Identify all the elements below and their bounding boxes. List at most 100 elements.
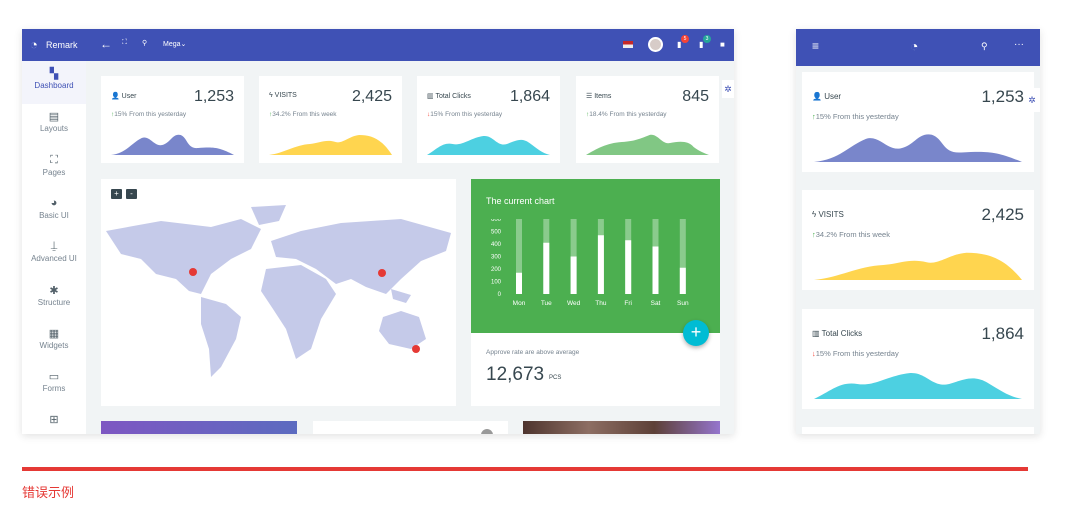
sidebar-item-forms[interactable]: ▭ Forms [22,364,86,407]
stat-card-total-clicks: ▥ Total Clicks 1,864 ↓15% From this yest… [417,76,560,163]
sidebar-item-label: Structure [37,297,71,307]
top-navbar: ◔ Remark ← ⛶ ⚲ Mega⌄ ▮ 5 ▮ 3 ■ [22,29,734,61]
layouts-icon: ▤ [48,111,60,124]
sparkline-area [814,252,1022,280]
settings-gear-icon[interactable]: ✲ [1024,88,1040,112]
map-marker[interactable] [378,269,386,277]
sidebar-item-label: Widgets [39,340,69,350]
arrow-up-icon: ↑ [586,111,590,118]
stat-card-user: 👤 User 1,253 ↑15% From this yesterday [101,76,244,163]
stat-label: ☰ Items [586,93,612,100]
map-marker[interactable] [412,345,420,353]
sidebar-item-widgets[interactable]: ▦ Widgets [22,321,86,364]
bolt-icon: ϟ [269,92,273,99]
x-tick-label: Tue [541,300,552,307]
bar-tue[interactable] [543,242,550,294]
stat-value: 1,253 [981,87,1024,106]
mail-icon[interactable]: ▮ [699,40,704,49]
arrow-down-icon: ↓ [812,349,816,358]
purple-card [101,421,297,434]
chat-icon[interactable]: ■ [720,40,725,49]
bar-background [516,219,522,294]
add-fab-button[interactable]: + [683,320,709,346]
arrow-up-icon: ↑ [812,230,816,239]
bar-fri[interactable] [625,240,632,294]
stat-change: ↑18.4% From this yesterday [586,111,667,118]
sidebar-item-label: Layouts [39,124,69,134]
stat-label: ▥ Total Clicks [812,329,863,338]
arrow-up-icon: ↑ [269,111,273,118]
bell-icon[interactable]: ▮ [677,40,682,49]
bar-sun[interactable] [679,267,686,294]
stat-value: 1,864 [509,88,550,105]
stat-change: ↓15% From this yesterday [427,111,503,118]
y-tick-label: 200 [491,267,502,273]
sidebar-item-tables[interactable]: ⊞ [22,407,86,434]
y-tick-label: 100 [491,280,502,286]
mega-menu[interactable]: Mega⌄ [163,41,187,48]
search-icon[interactable]: ⚲ [142,40,148,47]
stat-card-visits: ϟ VISITS 2,425 ↑34.2% From this week [259,76,402,163]
sidebar-item-label: Dashboard [34,81,74,90]
message-badge: 3 [703,35,711,43]
stat-value: 2,425 [351,88,392,105]
y-tick-label: 600 [491,219,502,223]
sidebar-item-basic-ui[interactable]: ◕ Basic UI [22,191,86,234]
user-icon: 👤 [111,93,120,100]
palette-icon: ◕ [50,196,58,209]
stat-label: 👤 User [812,92,842,101]
divider-line [22,467,1028,471]
hamburger-menu-icon[interactable]: ≡ [812,39,820,53]
stat-card-user: 👤 User 1,253 ↑15% From this yesterday [802,72,1034,172]
mega-label: Mega [163,41,181,48]
bar-thu[interactable] [597,235,604,294]
stat-change: ↑15% From this yesterday [812,112,899,121]
stat-label: ϟ VISITS [812,210,844,219]
stat-value: 1,864 [981,324,1024,343]
chart-title: The current chart [486,196,555,206]
bar-wed[interactable] [570,256,577,295]
x-tick-label: Sun [677,300,689,307]
pages-icon: ⛶ [50,153,58,166]
photo-card [523,421,720,434]
map-marker[interactable] [189,268,197,276]
sidebar-item-advanced-ui[interactable]: ⍊ Advanced UI [22,234,86,277]
dashboard-icon: ▚ [49,68,59,80]
world-map[interactable] [101,199,456,399]
sparkline-area [586,134,709,155]
bar-chart-icon: ▥ [812,329,820,338]
y-tick-label: 400 [491,242,502,248]
avatar[interactable] [648,37,663,52]
back-arrow-icon[interactable]: ← [100,37,112,51]
bar-sat[interactable] [652,246,659,295]
logo-icon: ◔ [910,38,919,54]
stat-value: 1,253 [193,88,234,105]
map-zoom-out-button[interactable]: - [126,189,137,199]
sidebar-item-dashboard[interactable]: ▚ Dashboard [22,61,86,104]
x-tick-label: Sat [651,300,661,307]
sidebar-item-label: Advanced UI [31,254,77,264]
stat-card-items: ☰ Items 845 ↑18.4% From this yesterday [576,76,719,163]
y-tick-label: 0 [498,292,502,298]
profile-card [313,421,508,434]
stat-card-total-clicks: ▥ Total Clicks 1,864 ↓15% From this yest… [802,309,1034,409]
settings-gear-icon[interactable]: ✲ [722,80,734,98]
more-icon[interactable]: ··· [1014,39,1024,50]
stat-label: 👤 User [111,93,137,100]
sidebar-item-structure[interactable]: ✱ Structure [22,278,86,321]
sidebar-item-pages[interactable]: ⛶ Pages [22,148,86,191]
arrow-down-icon: ↓ [427,111,431,118]
sidebar-item-layouts[interactable]: ▤ Layouts [22,104,86,147]
map-zoom-in-button[interactable]: + [111,189,122,199]
flag-icon[interactable] [623,41,633,48]
fullscreen-icon[interactable]: ⛶ [122,39,127,46]
bar-mon[interactable] [516,272,522,294]
puzzle-icon: ✱ [49,284,59,297]
summary-unit: PCS [549,375,562,381]
search-icon[interactable]: ⚲ [981,41,988,51]
stat-label: ϟ VISITS [269,92,297,99]
bar-chart: 0 100 200 300 400 500 600 Mon Tue Wed Thu Fri Sat Sun [491,219,689,307]
user-icon: 👤 [812,92,822,101]
widgets-icon: ▦ [48,327,60,340]
bolt-icon: ϟ [812,210,817,219]
